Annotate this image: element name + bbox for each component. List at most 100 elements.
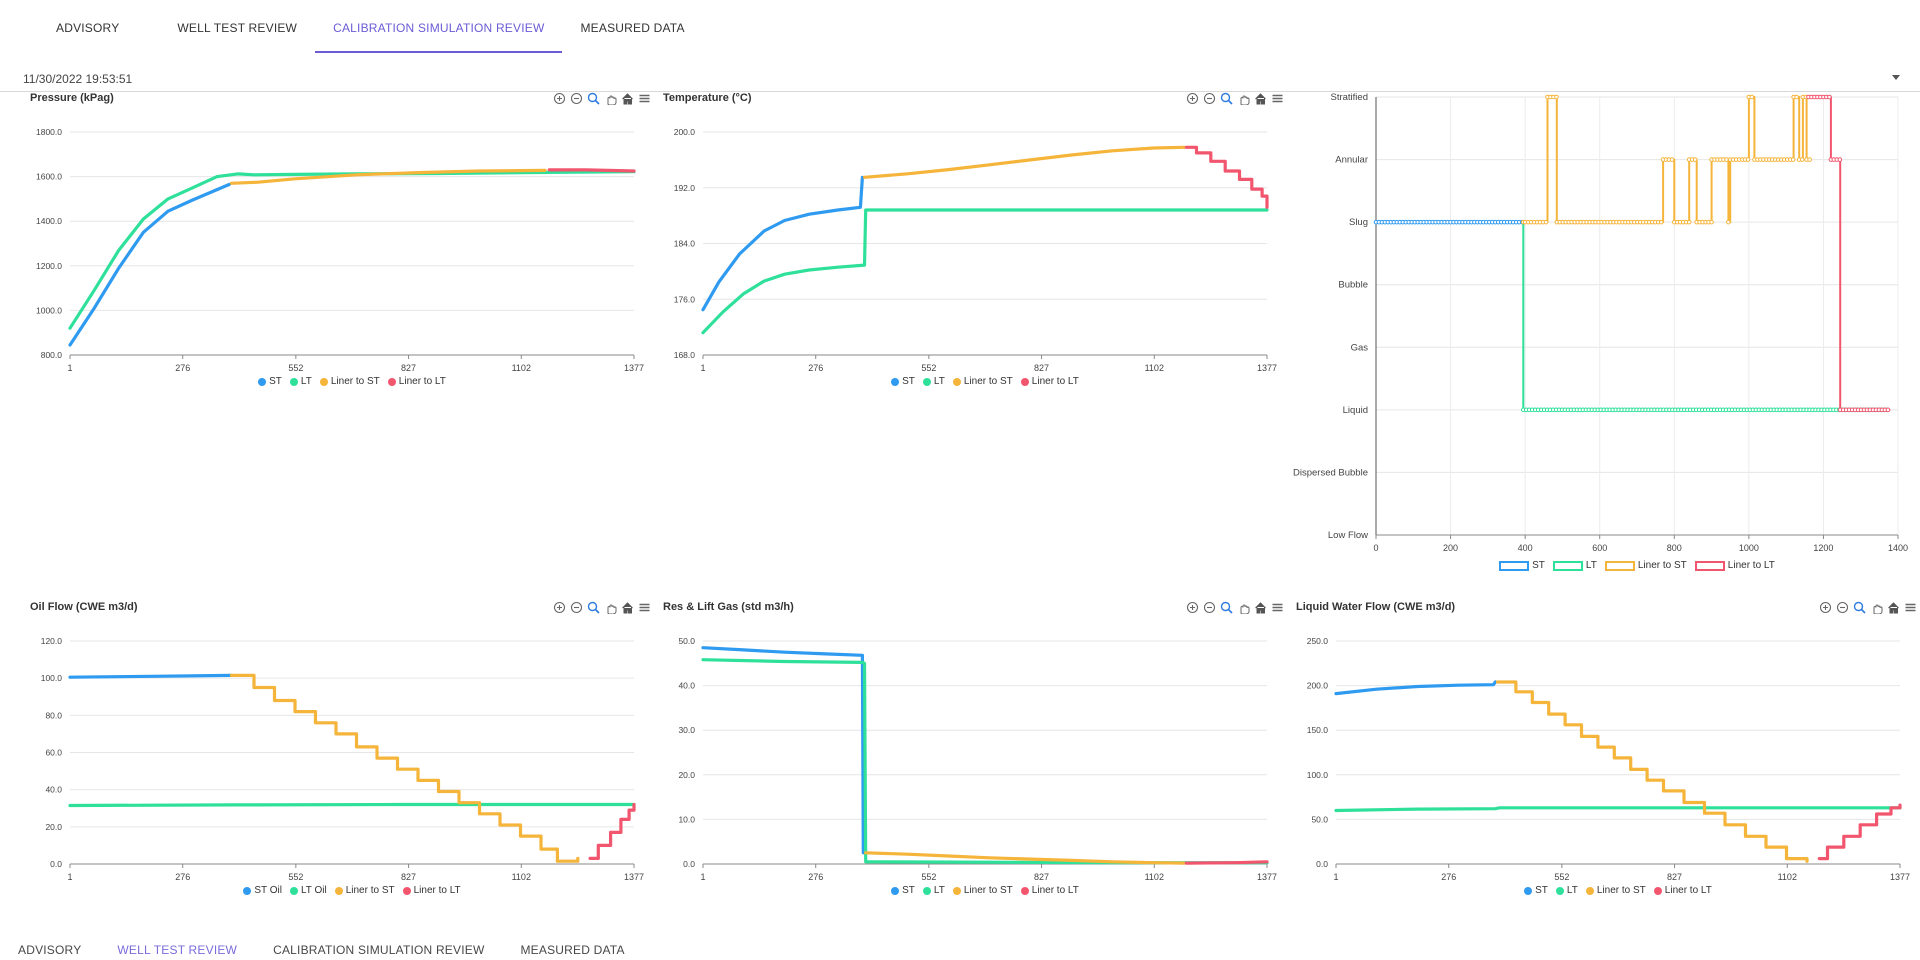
x-tick-label: 1 [1333,872,1338,882]
y-tick-label: Stratified [1331,92,1369,103]
tab-measured-data[interactable]: MEASURED DATA [520,943,625,957]
pan-hand-icon[interactable] [603,91,617,105]
search-icon[interactable] [1852,600,1866,614]
y-tick-label: 10.0 [678,814,695,824]
legend-marker [387,377,396,386]
home-icon[interactable] [1253,600,1267,614]
x-tick-label: 552 [921,872,936,882]
search-icon[interactable] [1219,91,1233,105]
series-line-liner-to-lt [1817,803,1902,861]
home-icon[interactable] [1886,600,1900,614]
x-tick-label: 800 [1667,543,1682,553]
legend-marker [1585,886,1594,895]
x-tick-label: 276 [175,872,190,882]
legend-item[interactable]: LT Oil [289,885,327,896]
y-tick-label: 1600.0 [36,172,62,182]
chart-legend: ST LT Liner to ST Liner to LT [683,376,1287,387]
zoom-out-icon[interactable] [569,600,583,614]
legend-item[interactable]: LT [1552,560,1597,571]
zoom-in-icon[interactable] [552,600,566,614]
menu-icon[interactable] [1903,600,1917,614]
y-tick-label: 0.0 [683,859,695,869]
x-tick-label: 1 [700,872,705,882]
tab-measured-data[interactable]: MEASURED DATA [580,21,685,35]
legend-item[interactable]: ST Oil [243,885,282,896]
zoom-in-icon[interactable] [1185,91,1199,105]
legend-item[interactable]: Liner to LT [387,376,446,387]
legend-item[interactable]: LT [922,376,945,387]
data-point [1658,219,1664,225]
legend-marker [952,377,961,386]
legend-label: LT [300,376,312,387]
legend-item[interactable]: Liner to ST [334,885,395,896]
legend-label: Liner to ST [1637,560,1687,571]
x-tick-label: 552 [921,363,936,373]
legend-item[interactable]: Liner to ST [1604,560,1687,571]
tab-advisory[interactable]: ADVISORY [18,943,82,957]
search-icon[interactable] [586,600,600,614]
legend-label: LT [1566,885,1578,896]
zoom-in-icon[interactable] [552,91,566,105]
legend-item[interactable]: ST [1499,560,1545,571]
series-line-liner-to-st [229,168,547,185]
y-tick-label: 0.0 [1316,859,1328,869]
home-icon[interactable] [620,600,634,614]
zoom-out-icon[interactable] [1835,600,1849,614]
y-tick-label: 150.0 [1307,725,1329,735]
menu-icon[interactable] [637,600,651,614]
legend-item[interactable]: ST [1524,885,1548,896]
menu-icon[interactable] [637,91,651,105]
zoom-in-icon[interactable] [1818,600,1832,614]
pan-hand-icon[interactable] [1236,91,1250,105]
date-selector[interactable]: 11/30/2022 19:53:51 [0,70,1920,92]
chevron-down-icon[interactable] [1892,75,1900,80]
zoom-out-icon[interactable] [569,91,583,105]
zoom-out-icon[interactable] [1202,91,1216,105]
legend-item[interactable]: Liner to LT [1020,376,1079,387]
x-tick-label: 200 [1443,543,1458,553]
tab-well-test-review[interactable]: WELL TEST REVIEW [117,943,238,957]
x-tick-label: 1377 [624,363,644,373]
legend-item[interactable]: Liner to LT [1694,560,1775,571]
pan-hand-icon[interactable] [1236,600,1250,614]
y-tick-label: 800.0 [41,350,63,360]
legend-item[interactable]: Liner to ST [952,885,1013,896]
zoom-in-icon[interactable] [1185,600,1199,614]
y-tick-label: 0.0 [50,859,62,869]
legend-item[interactable]: ST [258,376,282,387]
tab-well-test-review[interactable]: WELL TEST REVIEW [177,21,298,35]
x-tick-label: 600 [1592,543,1607,553]
tab-calibration-simulation-review[interactable]: CALIBRATION SIMULATION REVIEW [273,943,485,957]
pan-hand-icon[interactable] [1869,600,1883,614]
y-tick-label: 200.0 [674,127,696,137]
tab-calibration-simulation-review[interactable]: CALIBRATION SIMULATION REVIEW [315,0,563,56]
series-line-lt [701,208,1269,335]
legend-label: Liner to ST [963,885,1013,896]
x-tick-label: 0 [1373,543,1378,553]
legend-item[interactable]: ST [891,376,915,387]
menu-icon[interactable] [1270,91,1284,105]
search-icon[interactable] [586,91,600,105]
tab-advisory[interactable]: ADVISORY [56,21,120,35]
chart-toolbar [1185,600,1284,614]
legend-item[interactable]: Liner to ST [1585,885,1646,896]
search-icon[interactable] [1219,600,1233,614]
legend-item[interactable]: Liner to LT [1020,885,1079,896]
menu-icon[interactable] [1270,600,1284,614]
legend-item[interactable]: LT [289,376,312,387]
legend-item[interactable]: Liner to LT [402,885,461,896]
x-tick-label: 827 [1034,872,1049,882]
legend-item[interactable]: ST [891,885,915,896]
legend-item[interactable]: LT [1555,885,1578,896]
legend-item[interactable]: Liner to ST [952,376,1013,387]
data-point [1745,157,1751,162]
x-tick-label: 1000 [1739,543,1759,553]
legend-item[interactable]: LT [922,885,945,896]
zoom-out-icon[interactable] [1202,600,1216,614]
legend-item[interactable]: Liner to LT [1653,885,1712,896]
home-icon[interactable] [1253,91,1267,105]
pan-hand-icon[interactable] [603,600,617,614]
legend-item[interactable]: Liner to ST [319,376,380,387]
home-icon[interactable] [620,91,634,105]
legend-label: Liner to LT [1031,885,1079,896]
